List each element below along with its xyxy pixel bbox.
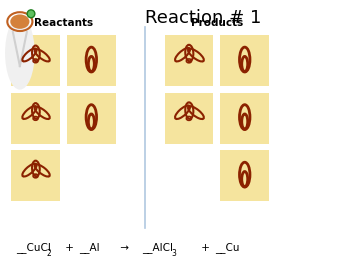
- Text: __Cu: __Cu: [215, 242, 240, 253]
- FancyBboxPatch shape: [220, 35, 269, 86]
- FancyBboxPatch shape: [11, 93, 60, 144]
- Text: __AlCl: __AlCl: [142, 242, 173, 253]
- Text: Products: Products: [191, 18, 243, 28]
- Text: Reaction # 1: Reaction # 1: [145, 8, 261, 27]
- FancyBboxPatch shape: [164, 93, 214, 144]
- FancyBboxPatch shape: [67, 93, 116, 144]
- FancyBboxPatch shape: [11, 150, 60, 201]
- FancyBboxPatch shape: [164, 35, 214, 86]
- Text: +: +: [198, 243, 213, 253]
- Text: __Al: __Al: [79, 242, 100, 253]
- Text: 2: 2: [46, 249, 51, 258]
- FancyBboxPatch shape: [220, 150, 269, 201]
- Text: Reactants: Reactants: [34, 18, 93, 28]
- FancyBboxPatch shape: [67, 35, 116, 86]
- FancyBboxPatch shape: [11, 35, 60, 86]
- Text: →: →: [118, 243, 130, 253]
- FancyBboxPatch shape: [220, 93, 269, 144]
- Text: +: +: [62, 243, 77, 253]
- Ellipse shape: [5, 16, 35, 90]
- Ellipse shape: [10, 14, 29, 29]
- Ellipse shape: [27, 10, 35, 18]
- Text: __CuCl: __CuCl: [16, 242, 51, 253]
- Text: 3: 3: [172, 249, 176, 258]
